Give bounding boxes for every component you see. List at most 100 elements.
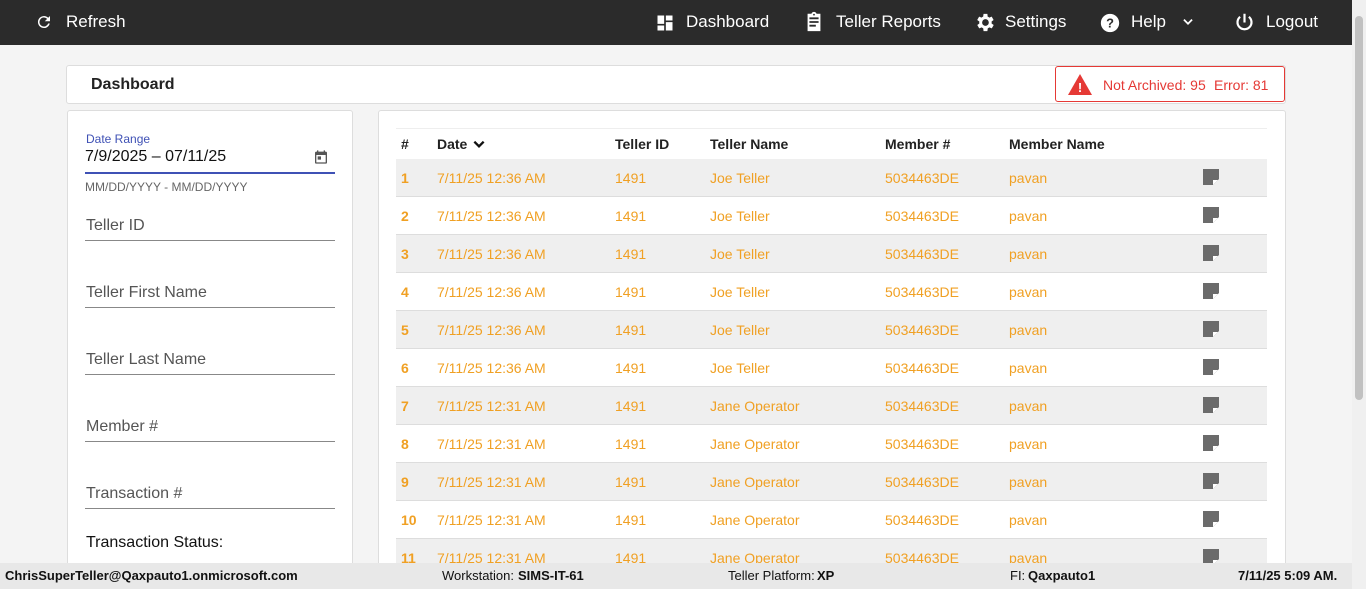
logout-icon	[1236, 13, 1253, 31]
table-cell: 7/11/25 12:31 AM	[437, 474, 546, 490]
status-label: Transaction Status:	[86, 534, 224, 551]
table-cell: 1491	[615, 398, 647, 414]
alert-box[interactable]: ! Not Archived: 95 Error: 81	[1055, 66, 1285, 102]
footer-datetime: 7/11/25 5:09 AM.	[1238, 568, 1338, 583]
nav-teller-reports[interactable]: Teller Reports	[836, 12, 941, 31]
sort-icon[interactable]	[472, 137, 486, 151]
dashboard-header: Dashboard ! Not Archived: 95 Error: 81	[66, 65, 1286, 104]
scrollbar[interactable]	[1352, 0, 1366, 589]
filter-field-underline	[85, 240, 335, 241]
table-row[interactable]: 10 7/11/25 12:31 AM 1491 Jane Operator 50344…	[396, 501, 1267, 539]
nav-dashboard[interactable]: Dashboard	[686, 12, 770, 31]
nav-logout[interactable]: Logout	[1266, 12, 1318, 31]
date-hint: MM/DD/YYYY - MM/DD/YYYY	[85, 180, 248, 194]
status-footer: ChrisSuperTeller@Qaxpauto1.onmicrosoft.c…	[0, 563, 1352, 589]
table-cell: 1491	[615, 284, 647, 300]
svg-text:?: ?	[1106, 16, 1114, 31]
note-icon[interactable]	[1203, 207, 1219, 223]
table-cell: 5034463DE	[885, 208, 959, 224]
table-row[interactable]: 5 7/11/25 12:36 AM 1491 Joe Teller 5034463DE…	[396, 311, 1267, 349]
error-count: Error: 81	[1214, 77, 1269, 93]
note-icon[interactable]	[1203, 511, 1219, 527]
filter-field-underline	[85, 307, 335, 308]
footer-workstation: SIMS-IT-61	[518, 568, 584, 583]
table-cell: 8	[401, 436, 409, 452]
table-cell: Jane Operator	[710, 436, 800, 452]
dashboard-icon	[657, 15, 673, 31]
nav-settings[interactable]: Settings	[1005, 12, 1067, 31]
table-cell: 1491	[615, 246, 647, 262]
filter-panel: Date Range 7/9/2025 – 07/11/25 MM/DD/YYY…	[67, 110, 353, 582]
table-cell: 5034463DE	[885, 170, 959, 186]
note-icon[interactable]	[1203, 321, 1219, 337]
filter-field-label[interactable]: Transaction #	[86, 485, 183, 502]
table-cell: 1491	[615, 360, 647, 376]
note-icon[interactable]	[1203, 169, 1219, 185]
table-cell: 7/11/25 12:36 AM	[437, 284, 546, 300]
table-cell: 1491	[615, 170, 647, 186]
table-cell: Joe Teller	[710, 208, 770, 224]
date-range-input[interactable]: 7/9/2025 – 07/11/25	[85, 148, 227, 165]
filter-field-underline	[85, 441, 335, 442]
table-cell: 7/11/25 12:36 AM	[437, 246, 546, 262]
table-row[interactable]: 1 7/11/25 12:36 AM 1491 Joe Teller 5034463DE…	[396, 159, 1267, 197]
table-row[interactable]: 2 7/11/25 12:36 AM 1491 Joe Teller 5034463DE…	[396, 197, 1267, 235]
table-cell: Joe Teller	[710, 246, 770, 262]
table-cell: 5034463DE	[885, 550, 959, 566]
table-cell: 7	[401, 398, 409, 414]
table-row[interactable]: 9 7/11/25 12:31 AM 1491 Jane Operator 503446…	[396, 463, 1267, 501]
column-header: Teller ID	[615, 136, 670, 152]
table-cell: Jane Operator	[710, 512, 800, 528]
calendar-icon[interactable]	[313, 149, 329, 165]
svg-text:!: !	[1078, 80, 1082, 95]
table-cell: 5034463DE	[885, 436, 959, 452]
table-cell: pavan	[1009, 170, 1048, 186]
table-cell: 5034463DE	[885, 284, 959, 300]
table-cell: 7/11/25 12:31 AM	[437, 550, 546, 566]
nav-help[interactable]: Help	[1131, 12, 1166, 31]
table-cell: 7/11/25 12:31 AM	[437, 436, 546, 452]
table-row[interactable]: 7 7/11/25 12:31 AM 1491 Jane Operator 503446…	[396, 387, 1267, 425]
table-cell: Joe Teller	[710, 284, 770, 300]
footer-workstation-label: Workstation:	[442, 568, 515, 583]
filter-field-label[interactable]: Member #	[86, 418, 159, 435]
note-icon[interactable]	[1203, 283, 1219, 299]
table-cell: 7/11/25 12:36 AM	[437, 170, 546, 186]
header-title: Dashboard	[91, 76, 175, 93]
note-icon[interactable]	[1203, 245, 1219, 261]
column-header[interactable]: Date	[437, 136, 468, 152]
note-icon[interactable]	[1203, 397, 1219, 413]
reports-icon	[807, 11, 821, 32]
table-cell: 6	[401, 360, 409, 376]
table-row[interactable]: 6 7/11/25 12:36 AM 1491 Joe Teller 5034463DE…	[396, 349, 1267, 387]
filter-field-label[interactable]: Teller Last Name	[86, 351, 207, 368]
filter-field-label[interactable]: Teller First Name	[86, 284, 207, 301]
help-icon: ?	[1100, 13, 1120, 33]
table-cell: Joe Teller	[710, 170, 770, 186]
top-nav: Refresh Dashboard Teller Reports Setting…	[0, 0, 1352, 45]
table-cell: 7/11/25 12:31 AM	[437, 398, 546, 414]
table-cell: 7/11/25 12:31 AM	[437, 512, 546, 528]
table-row[interactable]: 4 7/11/25 12:36 AM 1491 Joe Teller 5034463DE…	[396, 273, 1267, 311]
help-chevron[interactable]	[1181, 15, 1195, 29]
table-cell: 1491	[615, 550, 647, 566]
settings-icon	[977, 13, 994, 32]
table-cell: Jane Operator	[710, 474, 800, 490]
not-archived-count: Not Archived: 95	[1103, 77, 1206, 93]
note-icon[interactable]	[1203, 435, 1219, 451]
footer-fi: Qaxpauto1	[1028, 568, 1096, 583]
table-cell: pavan	[1009, 550, 1048, 566]
table-row[interactable]: 3 7/11/25 12:36 AM 1491 Joe Teller 5034463DE…	[396, 235, 1267, 273]
footer-platform-label: Teller Platform:	[728, 568, 815, 583]
table-cell: pavan	[1009, 512, 1048, 528]
refresh-button[interactable]: Refresh	[66, 12, 126, 31]
filter-field-label[interactable]: Teller ID	[86, 217, 145, 234]
note-icon[interactable]	[1203, 359, 1219, 375]
footer-platform: XP	[817, 568, 835, 583]
note-icon[interactable]	[1203, 473, 1219, 489]
table-row[interactable]: 8 7/11/25 12:31 AM 1491 Jane Operator 503446…	[396, 425, 1267, 463]
table-cell: 3	[401, 246, 409, 262]
table-cell: 5034463DE	[885, 474, 959, 490]
table-cell: Jane Operator	[710, 398, 800, 414]
